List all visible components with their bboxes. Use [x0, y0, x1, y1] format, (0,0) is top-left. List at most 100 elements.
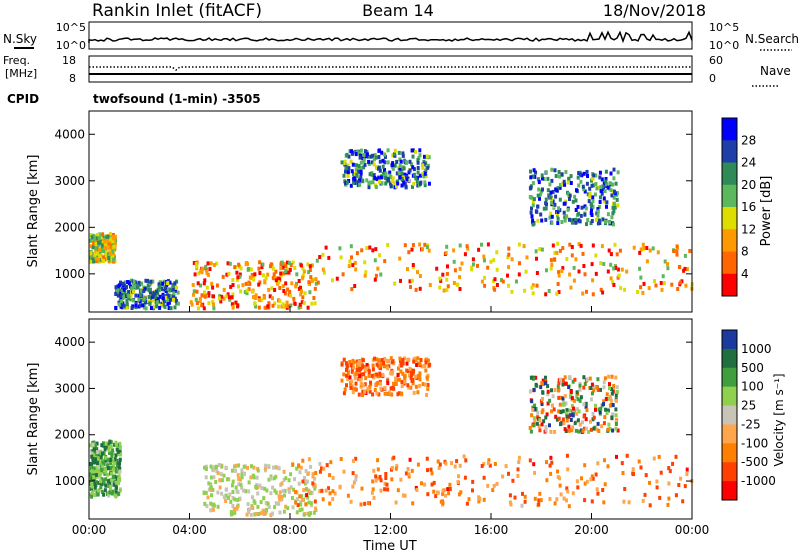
- velocity-cell: [376, 458, 380, 463]
- velocity-cell: [574, 428, 578, 433]
- power-cell: [560, 172, 564, 177]
- power-cell: [203, 290, 206, 295]
- power-cell: [416, 170, 420, 175]
- power-cell: [92, 236, 96, 241]
- power-cell: [368, 245, 372, 250]
- velocity-cell: [243, 471, 246, 476]
- power-cell: [605, 204, 608, 209]
- power-cell: [201, 266, 204, 271]
- power-cell: [427, 248, 431, 253]
- power-cell: [550, 178, 554, 183]
- velocity-cell: [614, 407, 618, 412]
- velocity-cell: [493, 462, 497, 466]
- velocity-cell: [403, 379, 407, 384]
- velocity-cell: [418, 377, 422, 382]
- power-cell: [599, 185, 603, 190]
- velocity-cell: [400, 363, 404, 368]
- power-cell: [302, 300, 306, 305]
- power-cell: [563, 218, 567, 223]
- velocity-cell: [567, 424, 571, 429]
- velocity-cell: [357, 392, 361, 397]
- power-cell: [556, 241, 560, 246]
- velocity-cell: [249, 512, 253, 517]
- velocity-cell: [96, 475, 100, 480]
- power-cell: [613, 189, 616, 194]
- velocity-cell: [218, 478, 222, 483]
- power-cell: [421, 171, 425, 176]
- power-cell: [365, 152, 369, 157]
- power-cell: [564, 170, 568, 174]
- velocity-cell: [352, 480, 356, 485]
- power-cell: [576, 175, 580, 180]
- power-cell: [560, 181, 564, 186]
- velocity-ytick-label: 3000: [54, 381, 85, 395]
- velocity-cell: [456, 480, 460, 484]
- power-cell: [563, 201, 567, 206]
- power-cell: [141, 303, 145, 308]
- power-cell: [662, 281, 666, 286]
- power-cell: [549, 258, 553, 263]
- power-cell: [344, 169, 347, 174]
- velocity-cell: [596, 461, 600, 466]
- power-cell: [286, 260, 289, 265]
- velocity-colorbar-segment: [722, 405, 737, 425]
- power-cell: [659, 281, 663, 285]
- velocity-cell: [282, 469, 286, 474]
- velocity-cell: [349, 363, 353, 368]
- power-cell: [638, 250, 642, 255]
- power-cell: [156, 300, 160, 305]
- velocity-cell: [237, 463, 241, 468]
- power-cell: [379, 272, 383, 277]
- power-cell: [441, 272, 445, 277]
- velocity-cell: [354, 477, 358, 482]
- power-cell: [340, 160, 344, 165]
- freq-tick-low: 8: [69, 72, 76, 85]
- power-cell: [97, 259, 101, 264]
- velocity-cell: [267, 465, 271, 469]
- velocity-cell: [303, 476, 306, 480]
- power-cell: [359, 148, 363, 153]
- power-cell: [299, 292, 303, 297]
- velocity-cell: [203, 465, 206, 470]
- power-cell: [192, 261, 196, 265]
- power-cell: [615, 197, 619, 202]
- power-cell: [316, 280, 320, 285]
- power-cell: [126, 280, 130, 284]
- velocity-cell: [371, 367, 375, 372]
- velocity-cell: [533, 496, 537, 501]
- power-cell: [350, 255, 353, 260]
- power-cell: [109, 237, 113, 242]
- power-cell: [641, 242, 645, 247]
- power-cell: [614, 181, 618, 186]
- velocity-cell: [371, 392, 375, 397]
- power-cell: [425, 245, 429, 250]
- power-cell: [666, 262, 669, 267]
- power-cell: [398, 167, 402, 172]
- power-cell: [529, 185, 533, 190]
- power-cell: [423, 242, 427, 247]
- power-cell: [639, 285, 643, 290]
- velocity-cell: [383, 481, 387, 486]
- velocity-cell: [350, 379, 354, 384]
- power-cell: [313, 286, 317, 291]
- power-cell: [606, 185, 610, 190]
- power-cell: [174, 285, 178, 290]
- velocity-cell: [392, 455, 396, 460]
- power-cell: [368, 172, 372, 177]
- power-cell: [344, 166, 348, 171]
- power-cell: [483, 283, 487, 288]
- velocity-cell: [219, 472, 223, 477]
- velocity-cell: [406, 383, 410, 388]
- velocity-cell: [386, 378, 390, 383]
- velocity-cell: [276, 466, 280, 470]
- power-cell: [609, 276, 613, 281]
- power-cell: [568, 242, 572, 247]
- power-cell: [392, 180, 396, 185]
- power-cell: [423, 183, 427, 188]
- velocity-cell: [391, 370, 395, 375]
- power-cell: [143, 304, 146, 309]
- velocity-cell: [409, 385, 413, 390]
- velocity-cell: [482, 497, 486, 502]
- power-cell: [507, 246, 511, 251]
- velocity-cell: [581, 428, 585, 433]
